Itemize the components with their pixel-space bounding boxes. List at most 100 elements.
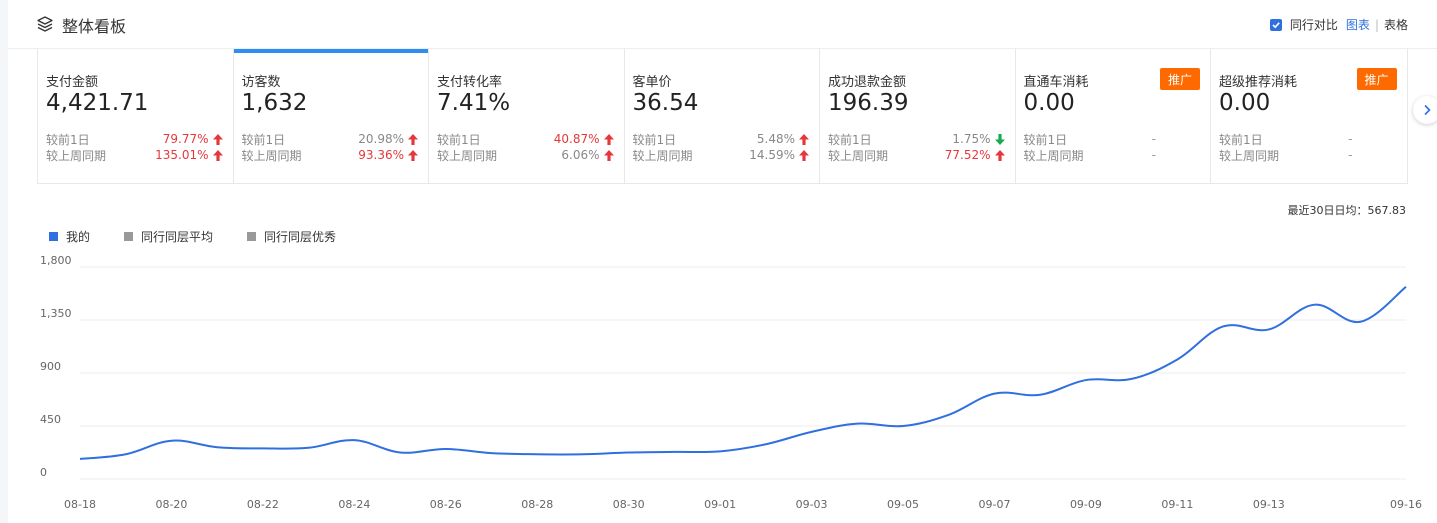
- comparison-value: 77.52%: [945, 148, 1005, 162]
- comparison-label: 较上周同期: [46, 148, 107, 163]
- x-tick-label: 09-13: [1253, 498, 1285, 511]
- x-tick-label: 09-05: [887, 498, 919, 511]
- legend-item[interactable]: 同行同层平均: [124, 228, 213, 245]
- metric-label: 支付转化率: [437, 75, 503, 90]
- comparison-percent: -: [1348, 148, 1353, 162]
- x-tick-label: 09-03: [796, 498, 828, 511]
- x-tick-label: 08-26: [430, 498, 462, 511]
- comparison-value: -: [1348, 148, 1396, 162]
- comparison-value: -: [1152, 132, 1200, 146]
- day-comparison: 较前1日 1.75%: [828, 131, 1005, 147]
- comparison-label: 较上周同期: [1219, 148, 1280, 163]
- x-tick-label: 09-16: [1390, 498, 1422, 511]
- comparison-label: 较前1日: [437, 132, 481, 147]
- x-tick-label: 09-11: [1161, 498, 1193, 511]
- visitors-line-chart: 0 450 900 1,350 1,800 08-18 08-20 08-22 08-24 08-…: [40, 254, 1422, 511]
- metric-card[interactable]: 超级推荐消耗 0.00 推广 较前1日 - 较上周同期 -: [1211, 49, 1407, 183]
- comparison-percent: 135.01%: [155, 148, 209, 162]
- comparison-value: 20.98%: [358, 132, 418, 146]
- metric-card[interactable]: 直通车消耗 0.00 推广 较前1日 - 较上周同期 -: [1016, 49, 1211, 183]
- chart-view-link[interactable]: 图表: [1345, 18, 1370, 32]
- legend-label: 同行同层优秀: [264, 230, 337, 244]
- arrow-up-icon: [408, 149, 418, 161]
- day-comparison: 较前1日 5.48%: [632, 131, 809, 147]
- page-title: 整体看板: [62, 17, 127, 36]
- comparison-value: 14.59%: [749, 148, 809, 162]
- day-comparison: 较前1日 40.87%: [437, 131, 614, 147]
- comparison-label: 较前1日: [1023, 132, 1068, 147]
- layers-icon: [37, 16, 53, 32]
- panel-header: 整体看板 同行对比 图表 | 表格: [8, 0, 1437, 49]
- arrow-up-icon: [408, 133, 418, 145]
- comparison-label: 较前1日: [632, 132, 677, 147]
- metric-card[interactable]: 客单价 36.54 较前1日 5.48% 较上周同期 14.59%: [625, 49, 820, 183]
- metric-label: 支付金额: [46, 75, 99, 90]
- y-tick-label: 1,350: [40, 307, 72, 320]
- series-line-mine: [79, 285, 1407, 460]
- chevron-right-icon: [1424, 104, 1431, 116]
- legend-label: 同行同层平均: [141, 230, 214, 244]
- week-comparison: 较上周同期 93.36%: [242, 147, 418, 163]
- arrow-down-icon: [994, 133, 1005, 145]
- arrow-up-icon: [603, 133, 614, 145]
- comparison-value: 135.01%: [155, 148, 223, 162]
- legend-swatch: [49, 232, 58, 241]
- x-tick-label: 08-20: [155, 498, 187, 511]
- comparison-percent: 79.77%: [162, 132, 209, 146]
- promote-button[interactable]: 推广: [1160, 68, 1200, 90]
- compare-label[interactable]: 同行对比: [1289, 18, 1338, 32]
- arrow-up-icon: [799, 149, 809, 161]
- y-tick-label: 0: [40, 466, 47, 479]
- metric-label: 成功退款金额: [828, 75, 907, 90]
- next-cards-button[interactable]: [1413, 96, 1437, 124]
- metric-value: 196.39: [828, 90, 909, 116]
- x-tick-label: 08-22: [247, 498, 279, 511]
- view-separator: |: [1374, 17, 1379, 32]
- comparison-value: 79.77%: [163, 132, 223, 146]
- overview-panel: 整体看板 同行对比 图表 | 表格 支付金额 4,421.71 较前1日 79.…: [8, 0, 1437, 523]
- metric-value: 36.54: [632, 90, 699, 116]
- arrow-up-icon: [799, 133, 809, 145]
- metric-card[interactable]: 成功退款金额 196.39 较前1日 1.75% 较上周同期 77.52%: [820, 49, 1016, 183]
- comparison-label: 较上周同期: [632, 148, 693, 163]
- legend-item[interactable]: 我的: [49, 228, 90, 245]
- comparison-value: -: [1152, 148, 1200, 162]
- arrow-up-icon: [212, 149, 223, 161]
- legend-item[interactable]: 同行同层优秀: [247, 228, 336, 245]
- comparison-percent: 1.75%: [952, 132, 991, 146]
- table-view-link[interactable]: 表格: [1383, 18, 1408, 32]
- x-tick-label: 08-30: [613, 498, 645, 511]
- compare-checkbox[interactable]: [1269, 18, 1282, 31]
- day-comparison: 较前1日 79.77%: [46, 131, 223, 147]
- week-comparison: 较上周同期 -: [1024, 147, 1201, 163]
- week-comparison: 较上周同期 135.01%: [46, 147, 223, 163]
- thirty-day-average: 最近30日日均：567.83: [1287, 204, 1407, 217]
- comparison-label: 较上周同期: [437, 148, 498, 163]
- x-tick-label: 09-07: [978, 498, 1010, 511]
- legend-swatch: [124, 232, 134, 241]
- y-tick-label: 1,800: [40, 254, 72, 267]
- comparison-value: 5.48%: [757, 132, 809, 146]
- comparison-label: 较前1日: [828, 132, 872, 147]
- comparison-percent: -: [1151, 132, 1156, 146]
- week-comparison: 较上周同期 6.06%: [437, 147, 614, 163]
- metric-label: 超级推荐消耗: [1219, 75, 1298, 90]
- legend-label: 我的: [66, 230, 91, 244]
- comparison-percent: 5.48%: [756, 132, 795, 146]
- day-comparison: 较前1日 -: [1024, 131, 1201, 147]
- metric-card[interactable]: 支付金额 4,421.71 较前1日 79.77% 较上周同期 135.01%: [38, 49, 234, 183]
- comparison-value: 40.87%: [554, 132, 614, 146]
- promote-button[interactable]: 推广: [1356, 68, 1397, 90]
- metric-card[interactable]: 访客数 1,632 较前1日 20.98% 较上周同期 93.36%: [233, 49, 429, 183]
- view-controls: 同行对比 图表 | 表格: [1269, 16, 1408, 33]
- arrow-up-icon: [603, 149, 614, 161]
- x-tick-label: 08-18: [64, 498, 96, 511]
- chart-legend: 我的 同行同层平均 同行同层优秀: [49, 228, 370, 245]
- week-comparison: 较上周同期 14.59%: [632, 147, 809, 163]
- y-tick-label: 450: [40, 413, 61, 426]
- day-comparison: 较前1日 20.98%: [241, 131, 418, 147]
- metric-card[interactable]: 支付转化率 7.41% 较前1日 40.87% 较上周同期 6.06%: [429, 49, 625, 183]
- comparison-label: 较前1日: [241, 132, 286, 147]
- comparison-percent: 20.98%: [358, 132, 404, 146]
- comparison-label: 较上周同期: [1023, 148, 1084, 163]
